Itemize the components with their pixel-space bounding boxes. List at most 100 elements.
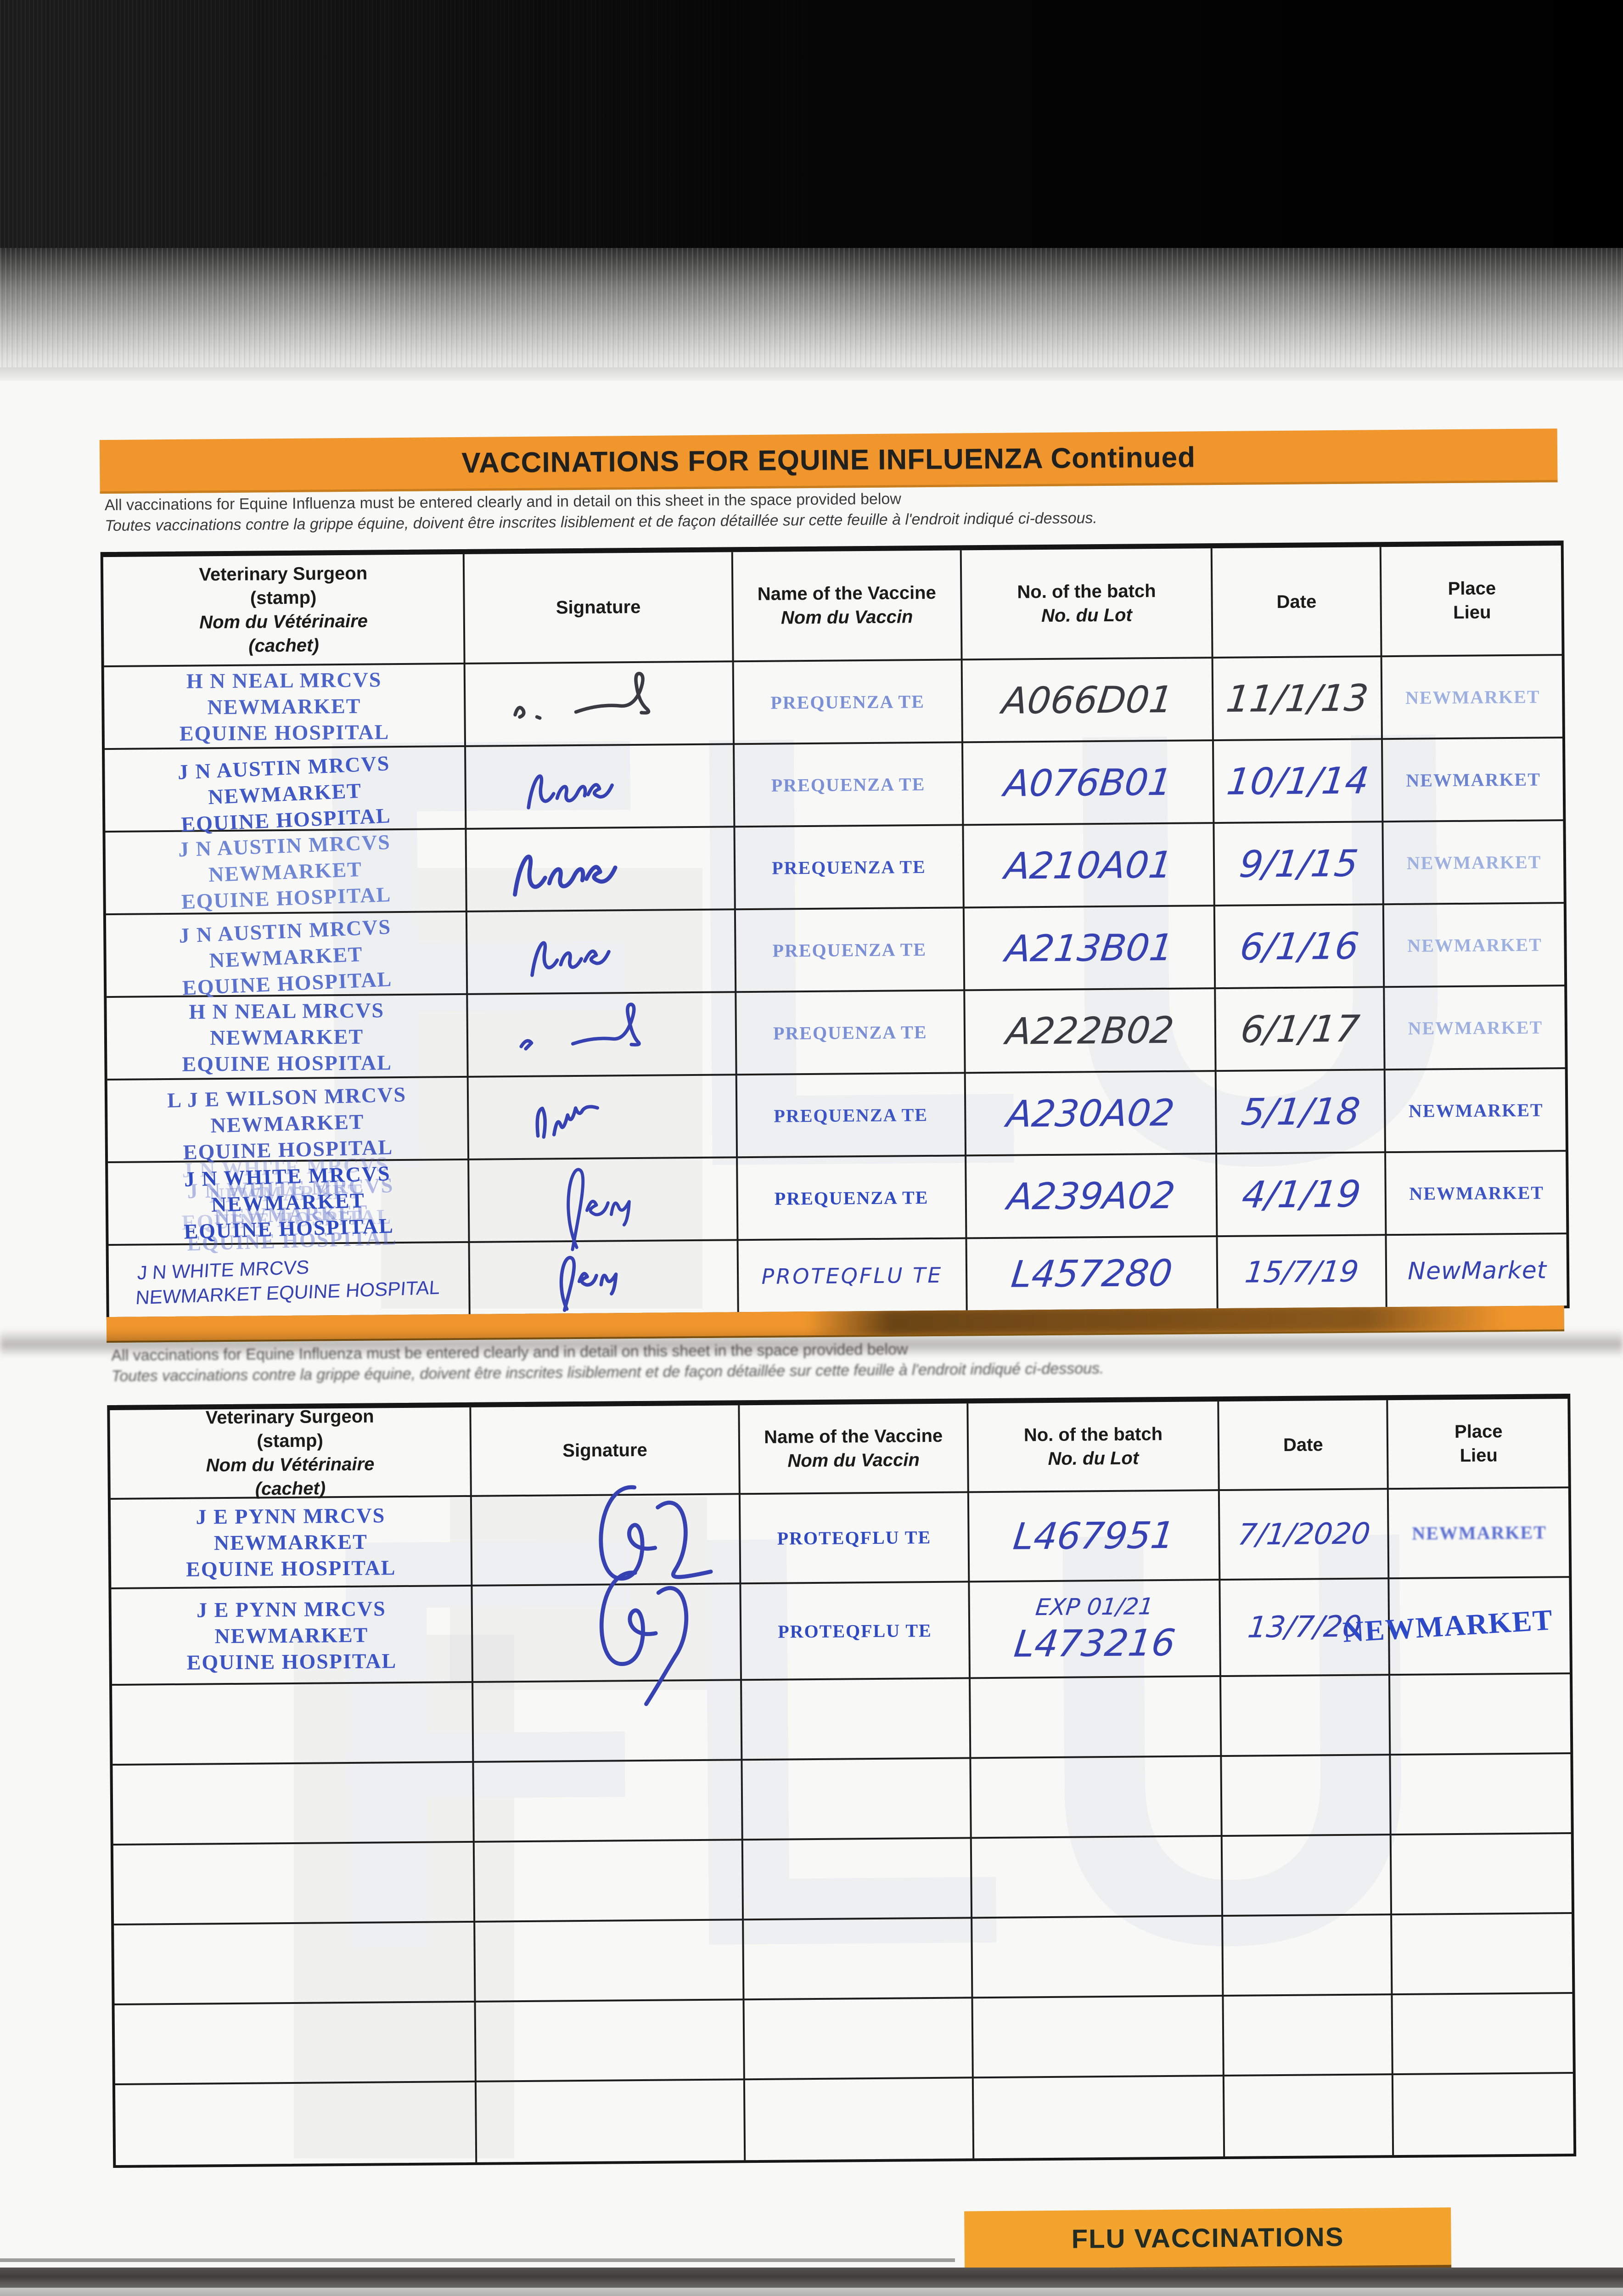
cell-stamp: J N WHITE MRCVS NEWMARKET EQUINE HOSPITA… bbox=[108, 1160, 470, 1246]
scanner-black-background bbox=[0, 0, 1623, 248]
place-handwritten: NewMarket bbox=[1407, 1256, 1547, 1285]
empty-cell bbox=[1224, 2075, 1394, 2157]
signature-jn-white bbox=[567, 1168, 631, 1251]
cell-date: 6/1/16 bbox=[1215, 905, 1385, 990]
cell-date: 5/1/18 bbox=[1216, 1070, 1387, 1155]
tab-label: FLU VACCINATIONS bbox=[1071, 2222, 1344, 2254]
page-top-edge bbox=[0, 367, 1623, 381]
empty-cell bbox=[742, 1759, 972, 1841]
cell-signature bbox=[469, 1075, 738, 1160]
cell-vaccine: PROTEQFLU TE bbox=[741, 1582, 971, 1681]
cell-signature bbox=[468, 993, 737, 1078]
empty-cell bbox=[1222, 1756, 1392, 1837]
vaccination-date: 9/1/15 bbox=[1237, 842, 1360, 886]
cell-batch: L457280 bbox=[967, 1237, 1219, 1311]
vaccination-date: 6/1/16 bbox=[1237, 924, 1361, 968]
signature-jn-austin bbox=[527, 774, 614, 810]
empty-cell bbox=[113, 1842, 476, 1926]
section-title: VACCINATIONS FOR EQUINE INFLUENZA Contin… bbox=[461, 441, 1196, 479]
vet-handwritten: J N WHITE MRCVS NEWMARKET EQUINE HOSPITA… bbox=[135, 1256, 441, 1308]
cell-vaccine: PREQUENZA TE bbox=[737, 1156, 967, 1241]
header-date: Date bbox=[1212, 547, 1383, 659]
cell-vaccine: PREQUENZA TE bbox=[734, 660, 964, 745]
vet-stamp: H N NEAL MRCVS NEWMARKET EQUINE HOSPITAL bbox=[179, 667, 390, 745]
header-signature: Signature bbox=[465, 552, 734, 664]
cell-place: NEWMARKET bbox=[1386, 1069, 1567, 1154]
empty-cell bbox=[745, 2078, 975, 2161]
cell-date: 11/1/13 bbox=[1213, 657, 1383, 742]
cell-batch: L467951 bbox=[969, 1491, 1221, 1583]
batch-number: A213B01 bbox=[1003, 926, 1176, 970]
empty-cell bbox=[474, 1761, 743, 1843]
cell-signature bbox=[472, 1570, 742, 1706]
page-bottom-edge-line bbox=[0, 2258, 955, 2262]
empty-cell bbox=[1393, 2074, 1574, 2155]
page-fold-shadow bbox=[0, 1329, 1623, 1357]
cell-date: 6/1/17 bbox=[1216, 988, 1386, 1072]
vaccine-stamp: PREQUENZA TE bbox=[770, 691, 925, 713]
vet-stamp: J E PYNN MRCVS NEWMARKET EQUINE HOSPITAL bbox=[186, 1596, 397, 1674]
empty-cell bbox=[973, 2077, 1225, 2159]
empty-cell bbox=[743, 1919, 973, 2001]
empty-cell bbox=[476, 2000, 745, 2082]
empty-cell bbox=[114, 1922, 476, 2005]
header-place: Place Lieu bbox=[1388, 1399, 1569, 1490]
signature-lje-wilson bbox=[536, 1105, 600, 1139]
cell-place: NEWMARKET bbox=[1384, 904, 1565, 988]
vaccine-stamp: PROTEQFLU TE bbox=[777, 1526, 932, 1549]
empty-cell bbox=[1391, 1754, 1572, 1836]
page-edge-shadow bbox=[0, 248, 1623, 381]
header-vaccine: Name of the Vaccine Nom du Vaccin bbox=[739, 1403, 969, 1495]
cell-stamp: J N WHITE MRCVS NEWMARKET EQUINE HOSPITA… bbox=[108, 1243, 471, 1317]
cell-stamp: J N AUSTIN MRCVS NEWMARKET EQUINE HOSPIT… bbox=[106, 912, 468, 999]
place-stamp: NEWMARKET bbox=[1407, 934, 1542, 956]
cell-place: NEWMARKET bbox=[1385, 986, 1566, 1071]
cell-vaccine: PREQUENZA TE bbox=[736, 991, 966, 1076]
cell-vaccine: PREQUENZA TE bbox=[737, 1074, 967, 1159]
batch-number: A230A02 bbox=[1005, 1091, 1177, 1136]
cell-batch: A230A02 bbox=[966, 1072, 1218, 1157]
scan-shading bbox=[450, 1497, 707, 1690]
vaccination-date: 4/1/19 bbox=[1239, 1172, 1363, 1216]
cell-signature bbox=[469, 1158, 739, 1251]
vaccine-stamp: PREQUENZA TE bbox=[774, 1104, 928, 1126]
empty-cell bbox=[973, 1997, 1224, 2079]
cell-place: NEWMARKET bbox=[1383, 821, 1565, 906]
cell-stamp: L J E WILSON MRCVS NEWMARKET EQUINE HOSP… bbox=[107, 1077, 470, 1164]
batch-number: A222B02 bbox=[1004, 1008, 1176, 1053]
cell-signature bbox=[466, 662, 735, 747]
cell-batch: A239A02 bbox=[966, 1154, 1218, 1239]
header-vet: Veterinary Surgeon (stamp) Nom du Vétéri… bbox=[103, 554, 466, 668]
cell-place: NewMarket bbox=[1387, 1234, 1567, 1307]
empty-cell bbox=[475, 1920, 745, 2003]
empty-cell bbox=[741, 1679, 972, 1761]
cell-date: 9/1/15 bbox=[1214, 822, 1385, 907]
cell-stamp: H N NEAL MRCVS NEWMARKET EQUINE HOSPITAL bbox=[104, 664, 466, 750]
vet-stamp: J N AUSTIN MRCVS NEWMARKET EQUINE HOSPIT… bbox=[178, 830, 392, 913]
empty-cell bbox=[972, 1837, 1224, 1919]
vet-stamp: L J E WILSON MRCVS NEWMARKET EQUINE HOSP… bbox=[167, 1082, 407, 1164]
place-stamp: NEWMARKET bbox=[1412, 1522, 1547, 1544]
scanner-bottom-edge bbox=[0, 2288, 1623, 2296]
cell-signature bbox=[466, 827, 736, 912]
vaccination-date: 6/1/17 bbox=[1238, 1007, 1362, 1051]
place-stamp: NEWMARKET bbox=[1408, 1099, 1544, 1121]
vaccine-stamp: PREQUENZA TE bbox=[771, 856, 926, 878]
cell-place: NEWMARKET bbox=[1342, 1578, 1571, 1676]
scan-shading bbox=[381, 868, 702, 1309]
vet-stamp: J E PYNN MRCVS NEWMARKET EQUINE HOSPITAL bbox=[185, 1503, 396, 1581]
cell-place: NEWMARKET bbox=[1383, 738, 1564, 823]
empty-cell bbox=[744, 1998, 974, 2081]
header-place: Place Lieu bbox=[1382, 546, 1563, 658]
empty-cell bbox=[971, 1757, 1223, 1839]
cell-date: 7/1/2020 bbox=[1219, 1490, 1390, 1581]
vet-stamp: J N WHITE MRCVS NEWMARKET EQUINE HOSPITA… bbox=[183, 1161, 394, 1244]
vet-stamp: J N AUSTIN MRCVS NEWMARKET EQUINE HOSPIT… bbox=[177, 751, 392, 836]
cell-stamp: H N NEAL MRCVS NEWMARKET EQUINE HOSPITAL bbox=[107, 995, 469, 1081]
cell-vaccine: PREQUENZA TE bbox=[734, 743, 964, 828]
section-banner: VACCINATIONS FOR EQUINE INFLUENZA Contin… bbox=[99, 428, 1558, 494]
cell-date: 4/1/19 bbox=[1217, 1153, 1387, 1238]
flu-vaccinations-tab: FLU VACCINATIONS bbox=[964, 2207, 1452, 2272]
signature-jn-white bbox=[560, 1255, 618, 1312]
empty-cell bbox=[112, 1762, 475, 1846]
